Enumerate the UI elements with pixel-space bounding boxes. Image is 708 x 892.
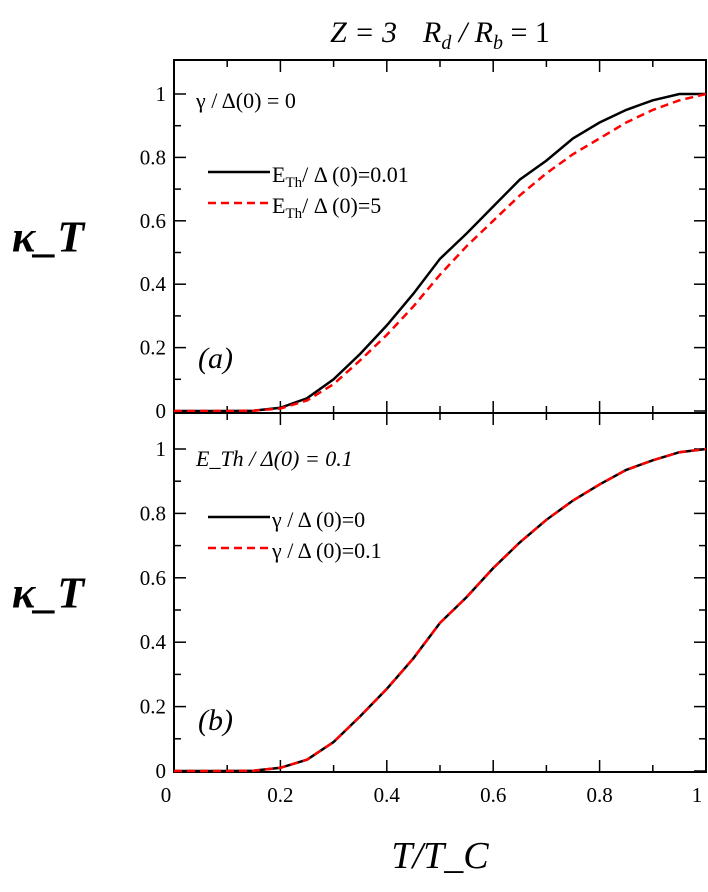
series-line-1 <box>174 92 706 413</box>
y-tick-label: 1 <box>156 82 167 106</box>
x-tick-label: 1 <box>692 783 703 807</box>
series-line-1 <box>174 447 707 773</box>
y-axis-label: κ_T <box>12 213 86 262</box>
y-tick-label: 0.8 <box>140 501 166 525</box>
y-axis-label: κ_T <box>12 569 86 618</box>
y-tick-label: 1 <box>156 437 167 461</box>
series-line-2 <box>174 447 707 773</box>
y-tick-label: 0.8 <box>140 145 166 169</box>
panel-annotation: E_Th / Δ(0) = 0.1 <box>195 446 353 471</box>
panel-a: 0 0.2 0.4 0.6 0.8 1 κ_T γ / Δ(0) = 0 (a) ETh/ Δ (… <box>12 59 707 423</box>
y-tick-label: 0.2 <box>140 695 166 719</box>
panel-annotation: γ / Δ(0) = 0 <box>195 88 296 113</box>
y-tick-label: 0 <box>156 399 167 423</box>
legend-label: γ / Δ (0)=0.1 <box>271 538 382 563</box>
y-tick-label: 0 <box>156 759 167 783</box>
y-tick-label: 0.6 <box>140 566 166 590</box>
legend-label: ETh/ Δ (0)=5 <box>272 193 381 222</box>
x-tick-label: 0.4 <box>374 783 401 807</box>
panel-b: 0 0.2 0.4 0.6 0.8 1 0 0.2 0.4 0.6 0.8 1 T/T_C κ_T E_Th… <box>12 412 707 877</box>
x-tick-label: 0.6 <box>480 783 506 807</box>
panel-label: (a) <box>198 342 233 375</box>
legend-label: ETh/ Δ (0)=0.01 <box>272 162 409 191</box>
x-axis-label: T/T_C <box>391 835 489 877</box>
legend-label: γ / Δ (0)=0 <box>271 507 365 532</box>
x-tick-label: 0 <box>161 783 172 807</box>
x-tick-label: 0.2 <box>267 783 293 807</box>
x-tick-label: 0.8 <box>586 783 612 807</box>
y-tick-label: 0.4 <box>140 630 167 654</box>
series-line-2 <box>174 92 707 413</box>
panel-label: (b) <box>198 704 233 737</box>
y-tick-label: 0.4 <box>140 272 167 296</box>
y-tick-label: 0.6 <box>140 209 166 233</box>
chart-title: Z = 3 Rd / Rb = 1 <box>330 16 550 54</box>
y-tick-label: 0.2 <box>140 336 166 360</box>
